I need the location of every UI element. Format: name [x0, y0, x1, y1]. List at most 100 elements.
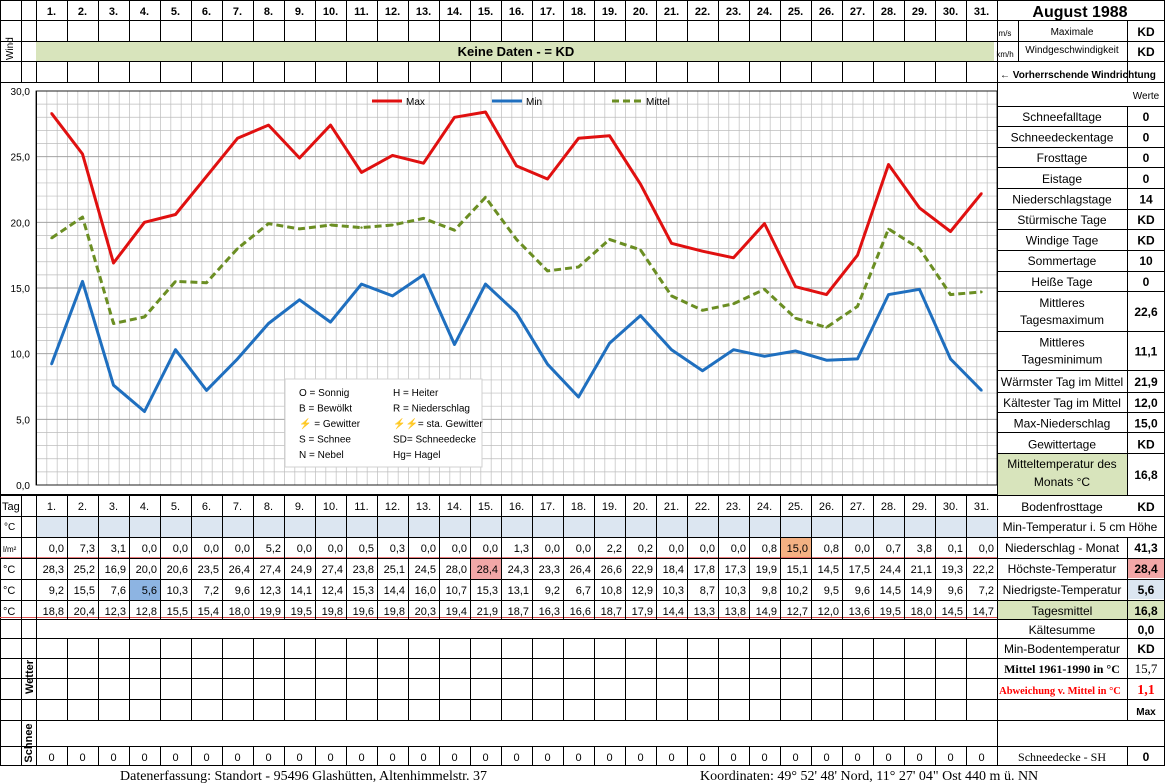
- table-cell: 0,0: [669, 543, 684, 555]
- snow-depth-cell: 0: [916, 752, 922, 764]
- snow-depth-cell: 0: [296, 752, 302, 764]
- table-cell: 14,4: [384, 585, 405, 597]
- data-point-min: [670, 348, 673, 351]
- snow-depth-cell: 0: [265, 752, 271, 764]
- snow-depth-cell: 0: [420, 752, 426, 764]
- day-header-top: 14.: [447, 6, 462, 18]
- table-cell: 19,8: [384, 606, 405, 618]
- data-point-mittel: [453, 229, 456, 232]
- data-point-max: [391, 154, 394, 157]
- table-cell: 9,5: [824, 585, 839, 597]
- day-header-top: 26.: [819, 6, 834, 18]
- table-cell: 21,9: [477, 606, 498, 618]
- stat-label: Gewittertage: [1028, 437, 1096, 451]
- snow-depth-cell: 0: [575, 752, 581, 764]
- snow-depth-cell: 0: [823, 752, 829, 764]
- day-header-table: 5.: [171, 501, 180, 513]
- data-point-mittel: [732, 302, 735, 305]
- snow-depth-cell: 0: [172, 752, 178, 764]
- table-cell: 7,3: [80, 543, 95, 555]
- stat-label: Tagesmaximum: [1020, 313, 1104, 327]
- day-header-top: 7.: [233, 6, 242, 18]
- data-point-mittel: [329, 223, 332, 227]
- day-header-table: 3.: [109, 501, 118, 513]
- day-header-top: 2.: [78, 6, 87, 18]
- weather-legend-item: Hg= Hagel: [393, 450, 441, 461]
- weather-legend-item: ⚡ = Gewitter: [299, 417, 361, 430]
- day-header-table: 28.: [881, 501, 896, 513]
- table-cell: 14,5: [880, 585, 901, 597]
- data-point-mittel: [701, 309, 704, 312]
- data-point-mittel: [81, 215, 84, 219]
- day-header-top: 15.: [478, 6, 493, 18]
- table-cell: 7,2: [204, 585, 219, 597]
- data-point-mittel: [515, 238, 518, 241]
- snow-depth-cell: 0: [48, 752, 54, 764]
- data-point-max: [267, 123, 270, 127]
- stat-label: Max-Niederschlag: [1014, 417, 1111, 431]
- day-header-top: 27.: [850, 6, 865, 18]
- data-point-max: [360, 171, 363, 174]
- snow-depth-cell: 0: [668, 752, 674, 764]
- tagesmittel-label-bg: [997, 600, 1127, 619]
- schneedecke-value: 0: [1143, 750, 1150, 764]
- table-cell: 0,7: [886, 543, 901, 555]
- data-point-mittel: [608, 238, 611, 241]
- table-cell: 19,9: [260, 606, 281, 618]
- data-point-min: [639, 314, 642, 317]
- snow-depth-cell: 0: [699, 752, 705, 764]
- data-point-mittel: [236, 247, 239, 250]
- data-point-max: [763, 222, 766, 225]
- data-point-max: [236, 137, 239, 140]
- snow-depth-cell: 0: [234, 752, 240, 764]
- day-header-top: 13.: [416, 6, 431, 18]
- table-cell: 15,5: [74, 585, 95, 597]
- table-cell: 0,0: [297, 543, 312, 555]
- data-point-max: [546, 177, 549, 181]
- data-point-mittel: [484, 196, 487, 199]
- data-point-min: [143, 410, 146, 413]
- stat-label: Mittleres: [1039, 336, 1084, 350]
- table-cell: 21,1: [911, 564, 932, 576]
- day-header-top: 17.: [540, 6, 555, 18]
- legend-label: Max: [406, 97, 425, 108]
- table-cell: 0,0: [545, 543, 560, 555]
- table-cell: 15,1: [787, 564, 808, 576]
- series-line-mittel: [50, 195, 982, 329]
- data-point-max: [639, 183, 642, 186]
- stat-value: 10: [1139, 254, 1153, 268]
- table-cell: 2,2: [607, 543, 622, 555]
- table-cell: 16,9: [105, 564, 126, 576]
- mittel6190-label: Mittel 1961-1990 in °C: [1004, 662, 1120, 676]
- day-header-top: 29.: [912, 6, 927, 18]
- data-point-mittel: [174, 280, 177, 283]
- stat-label: Stürmische Tage: [1017, 213, 1106, 227]
- table-cell: 0,8: [762, 543, 777, 555]
- table-cell: 14,4: [663, 606, 684, 618]
- day-header-table: 2.: [78, 501, 87, 513]
- data-point-mittel: [422, 217, 425, 220]
- wind-max-ms: KD: [1137, 25, 1155, 39]
- data-point-mittel: [298, 227, 301, 231]
- day-header-table: 26.: [819, 501, 834, 513]
- weather-legend-item: H = Heiter: [393, 388, 439, 399]
- snow-depth-cell: 0: [482, 752, 488, 764]
- stat-value: 15,0: [1134, 417, 1158, 431]
- table-cell: 5,2: [266, 543, 281, 555]
- snow-depth-cell: 0: [203, 752, 209, 764]
- table-cell: 12,7: [787, 606, 808, 618]
- data-point-min: [298, 298, 301, 302]
- table-cell: 0,0: [483, 543, 498, 555]
- day-header-table: 13.: [416, 501, 431, 513]
- day-header-table: 6.: [202, 501, 211, 513]
- snow-depth-cell: 0: [327, 752, 333, 764]
- tagesmittel-total-bg: [1127, 600, 1165, 619]
- table-cell: 1,3: [514, 543, 529, 555]
- table-cell: 16,3: [539, 606, 560, 618]
- table-cell: 0,8: [824, 543, 839, 555]
- weather-legend-box: [284, 378, 483, 468]
- data-point-min: [980, 389, 983, 392]
- table-cell: 14,5: [942, 606, 963, 618]
- data-point-min: [856, 357, 859, 361]
- data-point-mittel: [50, 236, 53, 240]
